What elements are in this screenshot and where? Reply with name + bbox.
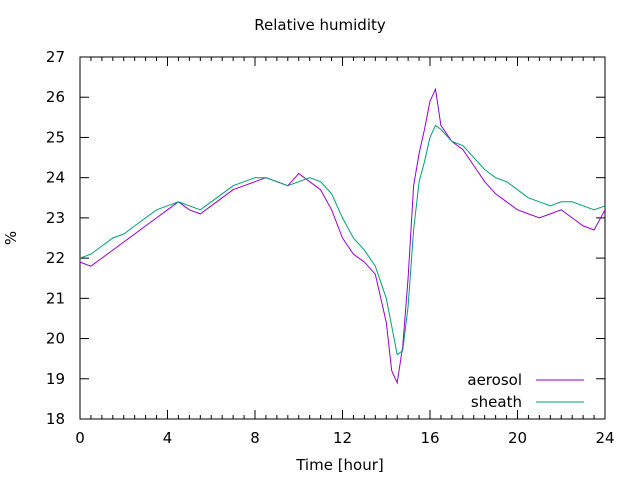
legend: aerosol sheath	[467, 371, 584, 411]
y-tick-label: 20	[46, 330, 65, 348]
x-tick-label: 8	[250, 429, 260, 447]
y-tick-label: 22	[46, 249, 65, 267]
x-tick-label: 12	[333, 429, 352, 447]
y-tick-label: 18	[46, 410, 65, 428]
chart-title: Relative humidity	[254, 16, 386, 34]
x-tick-label: 16	[420, 429, 439, 447]
y-tick-label: 25	[46, 128, 65, 146]
x-tick-label: 4	[163, 429, 173, 447]
x-tick-label: 24	[595, 429, 614, 447]
y-tick-label: 26	[46, 88, 65, 106]
series-line-sheath	[79, 124, 606, 356]
y-tick-label: 27	[46, 48, 65, 66]
series-lines	[79, 87, 606, 385]
x-axis-label: Time [hour]	[296, 456, 384, 474]
series-line-aerosol	[79, 87, 606, 385]
legend-label-aerosol: aerosol	[467, 371, 522, 389]
legend-label-sheath: sheath	[471, 393, 522, 411]
y-tick-label: 19	[46, 370, 65, 388]
y-tick-label: 24	[46, 169, 65, 187]
axis-ticks: 0 4 8 12 16 20 24 18 19 20 21 22 23 24 25 26 27	[46, 48, 615, 447]
x-tick-label: 20	[508, 429, 527, 447]
y-tick-label: 21	[46, 289, 65, 307]
x-tick-label: 0	[75, 429, 85, 447]
y-tick-label: 23	[46, 209, 65, 227]
